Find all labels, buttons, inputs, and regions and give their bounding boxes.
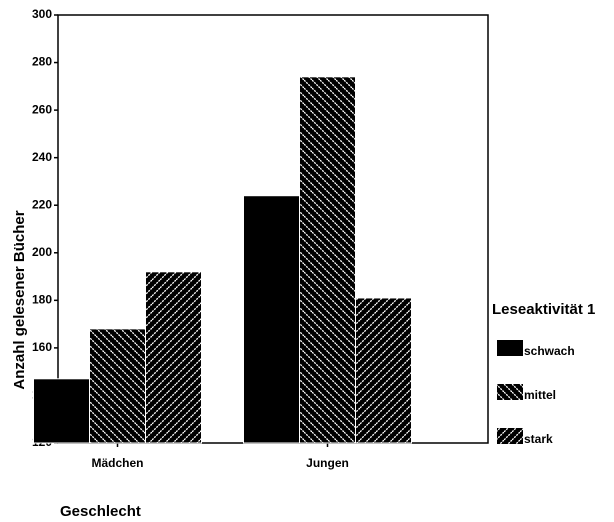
legend-label: stark [524, 432, 553, 446]
x-tick-label: Jungen [306, 456, 349, 470]
bar [89, 328, 146, 444]
bar [33, 378, 90, 444]
y-tick-label: 180 [32, 293, 52, 307]
y-tick-label: 280 [32, 55, 52, 69]
y-tick-label: 220 [32, 197, 52, 211]
legend-swatch [497, 428, 523, 444]
legend-swatch [497, 384, 523, 400]
bar [243, 195, 300, 444]
y-tick-label: 160 [32, 340, 52, 354]
legend-swatch [497, 340, 523, 356]
y-tick-label: 240 [32, 150, 52, 164]
y-tick-label: 300 [32, 7, 52, 21]
x-axis-label: Geschlecht [60, 503, 141, 520]
legend-title: Leseaktivität 1 [492, 301, 595, 318]
y-axis-label: Anzahl gelesener Bücher [11, 210, 28, 389]
y-tick-label: 260 [32, 102, 52, 116]
bar [355, 297, 412, 444]
legend-label: schwach [524, 344, 575, 358]
x-tick-label: Mädchen [91, 456, 143, 470]
y-tick-label: 200 [32, 245, 52, 259]
bar [145, 271, 202, 444]
legend-label: mittel [524, 388, 556, 402]
bar [299, 76, 356, 444]
